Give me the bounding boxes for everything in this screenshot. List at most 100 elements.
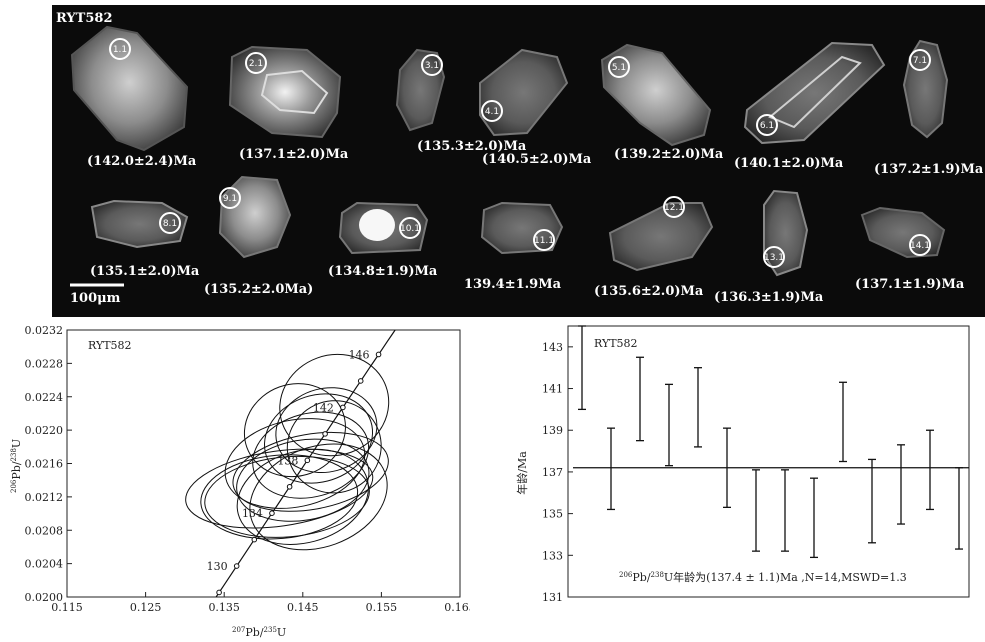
y-tick-label: 135	[542, 508, 563, 521]
y-tick-label: 0.0224	[25, 391, 64, 404]
concordia-age-label: 138	[277, 454, 298, 467]
grain-age-label: 139.4±1.9Ma	[464, 277, 562, 292]
scale-bar-label: 100μm	[70, 291, 121, 306]
age-chart: 131 133 135 137 139 141 143 RYT582 年龄/Ma 206Pb…	[515, 325, 970, 604]
spot-label: 3.1	[425, 61, 439, 71]
y-tick-label: 0.0228	[25, 357, 64, 370]
concordia-marker	[251, 536, 258, 543]
zircon-grain	[902, 39, 949, 139]
concordia-marker	[322, 431, 328, 437]
spot-circle	[159, 212, 181, 234]
y-tick-label: 0.0204	[25, 558, 64, 571]
error-ellipse	[252, 411, 370, 499]
spot-label: 9.1	[223, 194, 237, 204]
zircon-grain	[768, 55, 862, 129]
x-tick-label: 0.165	[444, 601, 470, 614]
error-ellipse	[232, 431, 389, 512]
y-tick-label: 137	[542, 466, 563, 479]
grain-age-label: (135.1±2.0)Ma	[90, 264, 200, 279]
spot-label: 12.1	[664, 203, 684, 213]
error-ellipse	[185, 448, 374, 529]
spot-label: 2.1	[249, 59, 263, 69]
zircon-grain	[860, 206, 946, 259]
zircon-grain	[260, 69, 329, 115]
concordia-marker	[340, 404, 346, 411]
spot-label: 11.1	[534, 236, 554, 246]
concordia-marker	[216, 589, 222, 596]
spot-label: 7.1	[913, 56, 927, 66]
x-tick-label: 0.155	[366, 601, 398, 614]
concordia-plot-frame	[66, 329, 461, 598]
grain-age-label: (134.8±1.9)Ma	[328, 264, 438, 279]
concordia-marker	[286, 483, 293, 490]
error-ellipse	[224, 418, 366, 509]
zircon-grain	[218, 175, 292, 259]
grain-age-label: (135.3±2.0)Ma	[417, 139, 527, 154]
y-tick-label: 0.0212	[25, 491, 64, 504]
y-tick-label: 0.0216	[25, 458, 64, 471]
spot-circle	[533, 229, 555, 251]
zircon-grain	[479, 48, 569, 137]
concordia-ellipses	[185, 353, 390, 551]
y-tick-label: 141	[542, 383, 563, 396]
y-tick-label: 0.0220	[25, 424, 64, 437]
concordia-curve: 130 134 138 142 146	[207, 330, 396, 597]
concordia-marker	[304, 457, 311, 464]
age-axis-ticks: 131 133 135 137 139 141 143	[542, 341, 573, 604]
concordia-chart: 0.115 0.125 0.135 0.145 0.155 0.165 0.0200 0.02…	[10, 324, 471, 639]
zircon-grain	[70, 25, 189, 152]
zircon-grain	[600, 43, 712, 147]
grain-age-label: (142.0±2.4)Ma	[87, 154, 197, 169]
zircon-grain	[359, 209, 395, 241]
spot-circle	[909, 49, 931, 71]
age-error-bars	[578, 325, 963, 559]
grain-age-label: (136.3±1.9)Ma	[714, 290, 824, 305]
grain-age-label: (135.6±2.0)Ma	[594, 284, 704, 299]
x-tick-label: 0.125	[130, 601, 162, 614]
y-tick-label: 139	[542, 424, 563, 437]
concordia-marker	[375, 351, 382, 358]
grain-age-label: (137.1±2.0)Ma	[239, 147, 349, 162]
concordia-title: RYT582	[88, 339, 132, 352]
concordia-axis-ticks: 0.115 0.125 0.135 0.145 0.155 0.165 0.0200 0.02…	[25, 324, 471, 614]
spot-circle	[421, 54, 443, 76]
spot-circle	[909, 234, 931, 256]
concordia-y-label: 206Pb/238U	[10, 439, 23, 493]
concordia-age-label: 142	[313, 401, 334, 414]
spot-circle	[399, 217, 421, 239]
spot-label: 10.1	[400, 224, 420, 234]
y-tick-label: 133	[542, 549, 563, 562]
age-y-label: 年龄/Ma	[515, 451, 529, 495]
error-ellipse	[279, 353, 390, 457]
grain-age-label: (140.1±2.0)Ma	[734, 156, 844, 171]
zircon-cl-panel: RYT582 100μm 1.1 (142.0±2.4)Ma 2.1 (137.1±2…	[52, 5, 985, 317]
zircon-grain	[480, 201, 564, 255]
y-tick-label: 0.0232	[25, 324, 64, 337]
x-tick-label: 0.145	[287, 601, 319, 614]
spot-circle	[763, 246, 785, 268]
zircon-grain	[228, 45, 342, 139]
concordia-age-label: 134	[242, 507, 263, 520]
zircon-sample-label: RYT582	[56, 11, 113, 26]
concordia-marker	[233, 563, 240, 569]
y-tick-label: 0.0200	[25, 591, 64, 604]
error-ellipse	[275, 387, 378, 474]
spot-label: 4.1	[485, 107, 499, 117]
spot-circle	[109, 38, 131, 60]
zircon-grain	[90, 199, 189, 249]
error-ellipse	[200, 454, 359, 540]
age-note: 206Pb/238U年龄为(137.4 ± 1.1)Ma ,N=14,MSWD=…	[619, 570, 907, 584]
spot-label: 1.1	[113, 45, 127, 55]
concordia-age-label: 146	[349, 348, 370, 361]
spot-label: 5.1	[612, 63, 626, 73]
error-ellipse	[264, 393, 374, 484]
concordia-marker	[269, 510, 275, 517]
grain-age-label: (137.2±1.9)Ma	[874, 162, 984, 177]
zircon-grain	[743, 41, 886, 145]
x-tick-label: 0.135	[208, 601, 240, 614]
grain-age-label: (137.1±1.9)Ma	[855, 277, 965, 292]
spot-circle	[756, 114, 778, 136]
y-tick-label: 143	[542, 341, 563, 354]
zircon-grain	[395, 48, 446, 132]
grain-age-label: (135.2±2.0Ma)	[204, 282, 313, 297]
